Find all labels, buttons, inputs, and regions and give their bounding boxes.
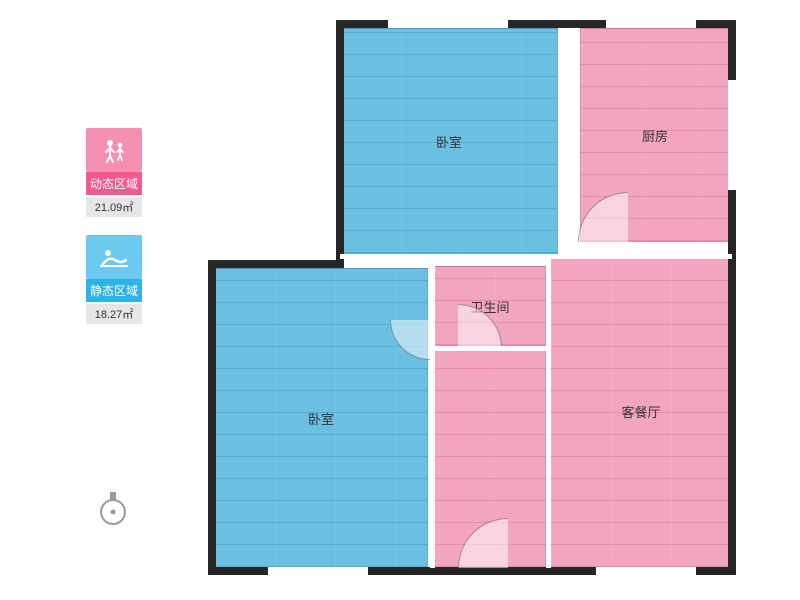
room-label: 卧室 bbox=[436, 132, 462, 151]
room-bedroom_upper: 卧室 bbox=[340, 28, 558, 254]
inner-wall-2 bbox=[546, 254, 551, 568]
compass-icon bbox=[94, 490, 132, 528]
wall-3 bbox=[208, 260, 216, 575]
wall-5 bbox=[336, 20, 344, 268]
door-3 bbox=[390, 320, 430, 360]
wall-gap-0 bbox=[388, 20, 508, 28]
legend: 动态区域 21.09㎡ 静态区域 18.27㎡ bbox=[78, 128, 150, 342]
legend-static-box bbox=[86, 235, 142, 279]
room-label: 客餐厅 bbox=[621, 402, 660, 421]
door-2 bbox=[458, 518, 508, 568]
door-arc-2 bbox=[458, 518, 508, 568]
door-0 bbox=[578, 192, 628, 242]
legend-static-label: 静态区域 bbox=[86, 279, 142, 302]
door-arc-0 bbox=[578, 192, 628, 242]
room-label: 卧室 bbox=[308, 409, 334, 428]
people-icon bbox=[100, 136, 128, 164]
door-1 bbox=[458, 304, 502, 348]
room-bedroom_lower: 卧室 bbox=[214, 268, 428, 568]
inner-wall-1 bbox=[340, 254, 732, 259]
room-label: 厨房 bbox=[642, 126, 668, 145]
inner-wall-3 bbox=[430, 266, 435, 568]
legend-static-value: 18.27㎡ bbox=[86, 304, 142, 324]
wall-gap-4 bbox=[728, 80, 736, 190]
legend-dynamic-box bbox=[86, 128, 142, 172]
door-arc-3 bbox=[390, 320, 430, 360]
wall-gap-2 bbox=[268, 567, 368, 575]
floor-plan: 卧室厨房卫生间客餐厅卧室 bbox=[208, 20, 738, 575]
rest-icon bbox=[99, 246, 129, 268]
door-arc-1 bbox=[458, 304, 502, 348]
wall-4 bbox=[208, 260, 340, 268]
room-living: 客餐厅 bbox=[550, 254, 732, 568]
inner-wall-4 bbox=[434, 346, 548, 351]
wall-gap-3 bbox=[596, 567, 696, 575]
legend-dynamic-value: 21.09㎡ bbox=[86, 197, 142, 217]
wall-gap-1 bbox=[606, 20, 696, 28]
legend-dynamic-label: 动态区域 bbox=[86, 172, 142, 195]
inner-wall-0 bbox=[558, 28, 563, 254]
